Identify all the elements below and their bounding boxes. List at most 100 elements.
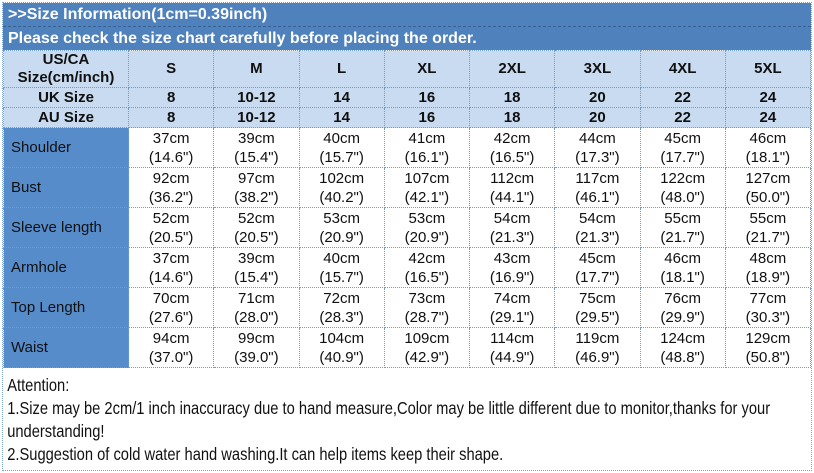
- measurement-value-line: 48cm: [749, 249, 787, 267]
- measurement-value-cell: 127cm (50.0"): [724, 167, 812, 208]
- banner-subtitle: Please check the size chart carefully be…: [3, 26, 811, 50]
- size-header-row: US/CA Size(cm/inch) S M L XL 2XL 3XL 4XL 5XL: [3, 50, 812, 88]
- size-column-header: 2XL: [468, 50, 556, 88]
- measurement-value-line: 94cm: [152, 329, 190, 347]
- corner-header-cell: US/CA Size(cm/inch): [3, 50, 129, 88]
- measurement-value-line: 122cm: [660, 169, 706, 187]
- measurement-value-line: (44.9"): [489, 348, 535, 366]
- measurement-value-line: 37cm: [152, 129, 190, 147]
- measurement-value-cell: 112cm (44.1"): [468, 167, 556, 208]
- measurement-value-line: (42.1"): [404, 188, 450, 206]
- measurement-value-cell: 97cm (38.2"): [213, 167, 300, 208]
- measurement-value-line: 104cm: [319, 329, 365, 347]
- measurement-value-cell: 53cm (20.9"): [298, 207, 385, 248]
- measurement-label: Waist: [3, 327, 129, 368]
- corner-header-line: US/CA: [42, 51, 90, 68]
- measurement-value-cell: 40cm (15.7"): [298, 127, 385, 168]
- measurement-value-line: 117cm: [575, 169, 620, 187]
- attention-notes: Attention: 1.Size may be 2cm/1 inch inac…: [3, 368, 811, 470]
- measurement-value-line: 112cm: [490, 169, 535, 187]
- banner: >>Size Information(1cm=0.39inch) Please …: [3, 3, 811, 50]
- measurement-value-cell: 99cm (39.0"): [213, 327, 300, 368]
- measurement-value-line: 43cm: [493, 249, 531, 267]
- au-size-row: AU Size 8 10-12 14 16 18 20 22 24: [3, 107, 812, 128]
- measurement-value-line: 124cm: [660, 329, 706, 347]
- size-column-header: 4XL: [639, 50, 726, 88]
- measurement-value-cell: 71cm (28.0"): [213, 287, 300, 328]
- measurement-value-line: (15.7"): [319, 148, 364, 166]
- attention-text-block: Attention: 1.Size may be 2cm/1 inch inac…: [3, 374, 811, 466]
- measurement-value-line: 42cm: [493, 129, 531, 147]
- measurement-value-line: (20.9"): [319, 228, 364, 246]
- size-column-header: M: [213, 50, 300, 88]
- measurement-value-line: (14.6"): [148, 148, 194, 166]
- measurement-value-line: (29.1"): [489, 308, 535, 326]
- size-number-cell: 10-12: [213, 87, 300, 108]
- measurement-value-cell: 117cm (46.1"): [554, 167, 641, 208]
- measurement-value-line: 129cm: [745, 329, 791, 347]
- size-number-cell: 8: [127, 107, 215, 128]
- measurement-value-line: (16.1"): [404, 148, 450, 166]
- au-size-row-label: AU Size: [3, 107, 129, 128]
- size-number-cell: 18: [468, 87, 556, 108]
- measurement-value-cell: 109cm (42.9"): [383, 327, 471, 368]
- measurement-value-line: (20.5"): [234, 228, 279, 246]
- measurement-value-line: 72cm: [323, 289, 360, 307]
- measurement-value-cell: 122cm (48.0"): [639, 167, 726, 208]
- measurement-value-cell: 119cm (46.9"): [554, 327, 641, 368]
- measurement-value-line: (40.2"): [319, 188, 364, 206]
- measurement-value-cell: 42cm (16.5"): [383, 247, 471, 288]
- measurement-value-line: (46.1"): [575, 188, 620, 206]
- measurement-row: Sleeve length 52cm (20.5") 52cm (20.5") 53cm(…: [3, 207, 812, 248]
- measurement-value-cell: 54cm (21.3"): [468, 207, 556, 248]
- measurement-value-line: 70cm: [152, 289, 190, 307]
- measurement-value-line: 39cm: [238, 129, 275, 147]
- measurement-value-cell: 129cm (50.8"): [724, 327, 812, 368]
- measurement-value-line: 109cm: [404, 329, 450, 347]
- measurement-row: Armhole 37cm (14.6") 39cm (15.4") 40cm (15.7")…: [3, 247, 812, 288]
- measurement-value-line: 71cm: [238, 289, 275, 307]
- size-number-cell: 14: [298, 107, 385, 128]
- measurement-value-line: (38.2"): [234, 188, 279, 206]
- measurement-value-line: 37cm: [152, 249, 190, 267]
- measurement-value-cell: 94cm (37.0"): [127, 327, 215, 368]
- measurement-value-line: 76cm: [664, 289, 701, 307]
- measurement-value-line: (16.9"): [489, 268, 535, 286]
- size-number-cell: 18: [468, 107, 556, 128]
- measurement-value-line: (46.9"): [575, 348, 620, 366]
- measurement-value-line: (21.7"): [660, 228, 705, 246]
- measurement-value-cell: 42cm (16.5"): [468, 127, 556, 168]
- measurement-value-cell: 92cm (36.2"): [127, 167, 215, 208]
- measurement-value-cell: 76cm (29.9"): [639, 287, 726, 328]
- measurement-value-cell: 45cm (17.7"): [639, 127, 726, 168]
- measurement-value-line: 119cm: [575, 329, 620, 347]
- size-column-header: XL: [383, 50, 471, 88]
- measurement-value-cell: 52cm (20.5"): [127, 207, 215, 248]
- measurement-value-cell: 74cm (29.1"): [468, 287, 556, 328]
- measurement-value-cell: 114cm (44.9"): [468, 327, 556, 368]
- size-number-cell: 8: [127, 87, 215, 108]
- measurement-value-cell: 41cm (16.1"): [383, 127, 471, 168]
- measurement-value-line: (30.3"): [745, 308, 791, 326]
- measurement-value-line: 77cm: [749, 289, 787, 307]
- measurement-value-line: 74cm: [493, 289, 531, 307]
- size-number-cell: 20: [554, 87, 641, 108]
- banner-title: >>Size Information(1cm=0.39inch): [8, 6, 268, 23]
- measurement-label: Top Length: [3, 287, 129, 328]
- measurement-value-line: (21.7"): [745, 228, 791, 246]
- measurement-value-cell: 54cm (21.3"): [554, 207, 641, 248]
- measurement-value-line: (27.6"): [148, 308, 194, 326]
- measurement-value-line: (40.9"): [319, 348, 364, 366]
- measurement-label: Armhole: [3, 247, 129, 288]
- measurement-value-line: (18.1"): [660, 268, 705, 286]
- measurement-row: Shoulder 37cm (14.6") 39cm (15.4") 40cm (15.7"…: [3, 127, 812, 168]
- uk-size-row: UK Size 8 10-12 14 16 18 20 22 24: [3, 87, 812, 108]
- measurement-value-line: 42cm: [408, 249, 446, 267]
- measurement-value-line: (29.9"): [660, 308, 705, 326]
- measurement-value-line: 52cm: [152, 209, 190, 227]
- measurement-value-line: 55cm: [664, 209, 701, 227]
- measurement-value-line: 40cm: [323, 249, 360, 267]
- corner-header-line: Size(cm/inch): [17, 69, 115, 86]
- size-number-cell: 16: [383, 107, 471, 128]
